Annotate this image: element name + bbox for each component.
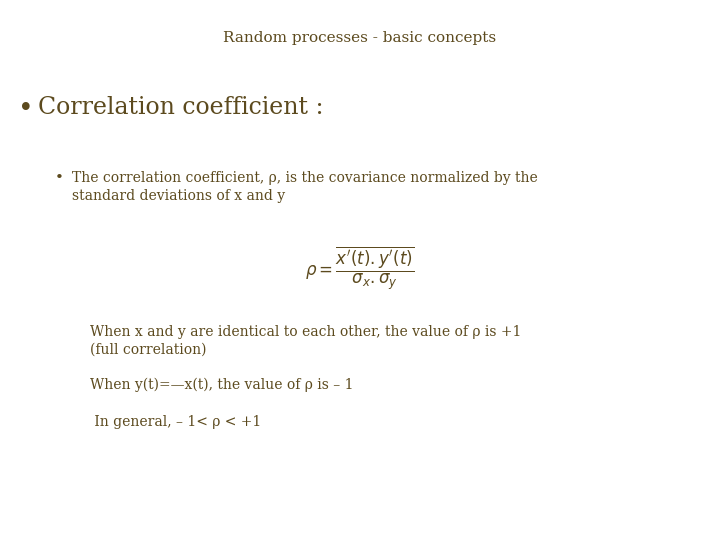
- Text: In general, – 1< ρ < +1: In general, – 1< ρ < +1: [90, 415, 261, 429]
- Text: Random processes - basic concepts: Random processes - basic concepts: [223, 31, 497, 45]
- Text: •: •: [18, 96, 34, 120]
- Text: The correlation coefficient, ρ, is the covariance normalized by the: The correlation coefficient, ρ, is the c…: [72, 171, 538, 185]
- Text: When x and y are identical to each other, the value of ρ is +1: When x and y are identical to each other…: [90, 325, 521, 339]
- Text: •: •: [55, 171, 64, 185]
- Text: standard deviations of x and y: standard deviations of x and y: [72, 189, 285, 203]
- Text: (full correlation): (full correlation): [90, 343, 207, 357]
- Text: When y(t)=—x(t), the value of ρ is – 1: When y(t)=—x(t), the value of ρ is – 1: [90, 378, 354, 392]
- Text: Correlation coefficient :: Correlation coefficient :: [38, 97, 323, 119]
- Text: $\rho = \dfrac{\overline{x'(t).y'(t)}}{\sigma_x.\sigma_y}$: $\rho = \dfrac{\overline{x'(t).y'(t)}}{\…: [305, 244, 415, 292]
